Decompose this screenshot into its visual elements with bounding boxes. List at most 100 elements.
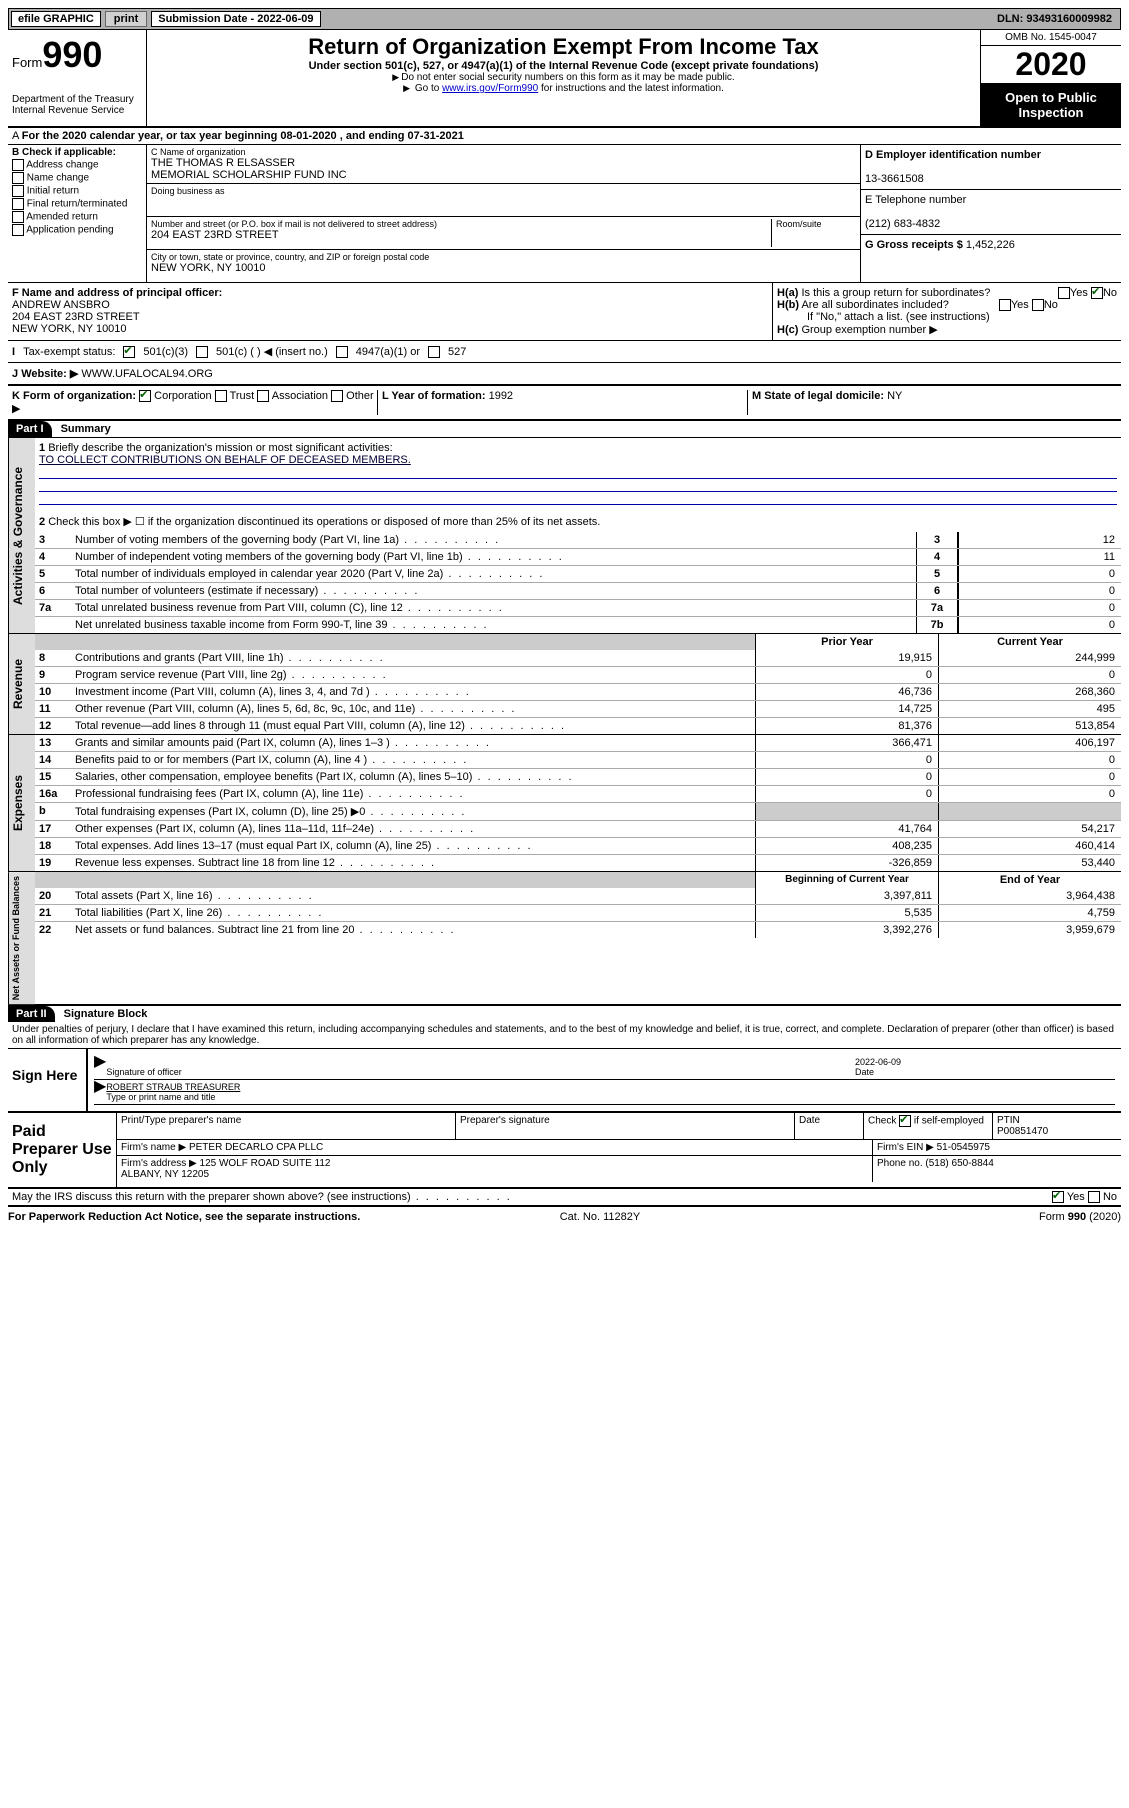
state-domicile: M State of legal domicile: NY: [747, 390, 1117, 415]
net-lines: Beginning of Current Year End of Year 20…: [35, 872, 1121, 1004]
form-number: Form990: [12, 34, 142, 76]
data-line: 18 Total expenses. Add lines 13–17 (must…: [35, 837, 1121, 854]
footer-row: For Paperwork Reduction Act Notice, see …: [8, 1207, 1121, 1227]
block-b-section: B Check if applicable: Address change Na…: [8, 145, 1121, 283]
print-button[interactable]: print: [105, 11, 147, 27]
ck-final[interactable]: Final return/terminated: [12, 198, 142, 210]
part2-header-row: Part II Signature Block: [8, 1006, 1121, 1022]
exp-lines: 13 Grants and similar amounts paid (Part…: [35, 735, 1121, 871]
kform-row: K Form of organization: Corporation Trus…: [8, 386, 1121, 421]
discuss-row: May the IRS discuss this return with the…: [8, 1189, 1121, 1207]
gross-value: 1,452,226: [966, 239, 1015, 251]
ck-pending[interactable]: Application pending: [12, 224, 142, 236]
ck-4947[interactable]: [336, 346, 348, 358]
current-year-head: Current Year: [938, 634, 1121, 650]
data-line: 21 Total liabilities (Part X, line 26) 5…: [35, 904, 1121, 921]
data-line: b Total fundraising expenses (Part IX, c…: [35, 802, 1121, 820]
data-line: 19 Revenue less expenses. Subtract line …: [35, 854, 1121, 871]
pra-notice: For Paperwork Reduction Act Notice, see …: [8, 1211, 360, 1223]
part1-header: Part I: [8, 421, 52, 437]
ck-trust[interactable]: [215, 390, 227, 402]
header-right: OMB No. 1545-0047 2020 Open to Public In…: [980, 30, 1121, 126]
vtab-rev: Revenue: [8, 634, 35, 734]
opt-501c3: 501(c)(3): [143, 346, 188, 358]
data-line: 10 Investment income (Part VIII, column …: [35, 683, 1121, 700]
data-line: 15 Salaries, other compensation, employe…: [35, 768, 1121, 785]
website-label: Website: ▶: [21, 368, 78, 380]
data-line: 22 Net assets or fund balances. Subtract…: [35, 921, 1121, 938]
city-label: City or town, state or province, country…: [151, 252, 856, 262]
firm-ein: Firm's EIN ▶ 51-0545975: [873, 1140, 1121, 1155]
org-city: NEW YORK, NY 10010: [151, 262, 856, 274]
h-c: H(c) Group exemption number ▶: [777, 323, 1117, 336]
rev-section: Revenue Prior Year Current Year 8 Contri…: [8, 634, 1121, 735]
end-year-head: End of Year: [938, 872, 1121, 888]
submission-date: Submission Date - 2022-06-09: [151, 11, 320, 27]
irs-link[interactable]: www.irs.gov/Form990: [442, 83, 538, 94]
ck-address[interactable]: Address change: [12, 159, 142, 171]
part2-title: Signature Block: [58, 1006, 154, 1022]
top-bar: efile GRAPHIC print Submission Date - 20…: [8, 8, 1121, 30]
vtab-exp: Expenses: [8, 735, 35, 871]
rev-lines: Prior Year Current Year 8 Contributions …: [35, 634, 1121, 734]
period-text: For the 2020 calendar year, or tax year …: [22, 130, 464, 142]
data-line: 12 Total revenue—add lines 8 through 11 …: [35, 717, 1121, 734]
paid-prep-label: Paid Preparer Use Only: [8, 1113, 116, 1187]
gov-line: 7a Total unrelated business revenue from…: [35, 599, 1121, 616]
tax-status-label: Tax-exempt status:: [23, 346, 115, 358]
exp-section: Expenses 13 Grants and similar amounts p…: [8, 735, 1121, 872]
org-name-box: C Name of organization THE THOMAS R ELSA…: [147, 145, 860, 184]
prep-ptin: PTINP00851470: [993, 1113, 1121, 1139]
form-subtitle: Under section 501(c), 527, or 4947(a)(1)…: [151, 60, 976, 72]
phone-label: E Telephone number: [865, 194, 966, 206]
ck-527[interactable]: [428, 346, 440, 358]
gov-section: Activities & Governance 1 Briefly descri…: [8, 438, 1121, 634]
sig-officer[interactable]: Signature of officer: [106, 1057, 855, 1077]
data-line: 11 Other revenue (Part VIII, column (A),…: [35, 700, 1121, 717]
goto-pre: Go to: [415, 83, 442, 94]
city-box: City or town, state or province, country…: [147, 250, 860, 282]
ck-name[interactable]: Name change: [12, 172, 142, 184]
org-address: 204 EAST 23RD STREET: [151, 229, 771, 241]
kform-left: K Form of organization: Corporation Trus…: [12, 390, 377, 415]
tax-year: 2020: [981, 46, 1121, 84]
dba-box: Doing business as: [147, 184, 860, 217]
ck-corp[interactable]: [139, 390, 151, 402]
form-header: Form990 Department of the Treasury Inter…: [8, 30, 1121, 128]
form-title: Return of Organization Exempt From Incom…: [151, 34, 976, 60]
goto-post: for instructions and the latest informat…: [538, 83, 724, 94]
firm-addr: Firm's address ▶ 125 WOLF ROAD SUITE 112…: [117, 1156, 873, 1182]
discuss-yes[interactable]: [1052, 1191, 1064, 1203]
kform-label: K Form of organization:: [12, 390, 136, 402]
gov-line: 3 Number of voting members of the govern…: [35, 532, 1121, 548]
year-formation: L Year of formation: 1992: [377, 390, 747, 415]
opt-4947: 4947(a)(1) or: [356, 346, 420, 358]
gov-lines: 1 Briefly describe the organization's mi…: [35, 438, 1121, 633]
room-label: Room/suite: [776, 219, 856, 229]
data-line: 14 Benefits paid to or for members (Part…: [35, 751, 1121, 768]
gov-line: 4 Number of independent voting members o…: [35, 548, 1121, 565]
h-b: H(b) Are all subordinates included? Yes …: [777, 299, 1117, 311]
ck-501c3[interactable]: [123, 346, 135, 358]
right-column: D Employer identification number 13-3661…: [860, 145, 1121, 282]
paid-row-1: Print/Type preparer's name Preparer's si…: [117, 1113, 1121, 1140]
vtab-gov: Activities & Governance: [8, 438, 35, 633]
ck-501c[interactable]: [196, 346, 208, 358]
omb-number: OMB No. 1545-0047: [981, 30, 1121, 46]
vtab-net: Net Assets or Fund Balances: [8, 872, 35, 1004]
officer-label: F Name and address of principal officer:: [12, 287, 222, 299]
ck-amended[interactable]: Amended return: [12, 211, 142, 223]
check-header: B Check if applicable:: [12, 147, 116, 158]
ck-other[interactable]: [331, 390, 343, 402]
officer-name: ANDREW ANSBRO: [12, 299, 110, 311]
h-a: H(a) Is this a group return for subordin…: [777, 287, 1117, 299]
efile-label: efile GRAPHIC: [11, 11, 101, 27]
prior-year-head: Prior Year: [755, 634, 938, 650]
part2-header: Part II: [8, 1006, 55, 1022]
ck-initial[interactable]: Initial return: [12, 185, 142, 197]
open-to-public: Open to Public Inspection: [981, 84, 1121, 126]
discuss-no[interactable]: [1088, 1191, 1100, 1203]
ck-assoc[interactable]: [257, 390, 269, 402]
note-goto: Go to www.irs.gov/Form990 for instructio…: [151, 83, 976, 94]
firm-name: Firm's name ▶ PETER DECARLO CPA PLLC: [117, 1140, 873, 1155]
